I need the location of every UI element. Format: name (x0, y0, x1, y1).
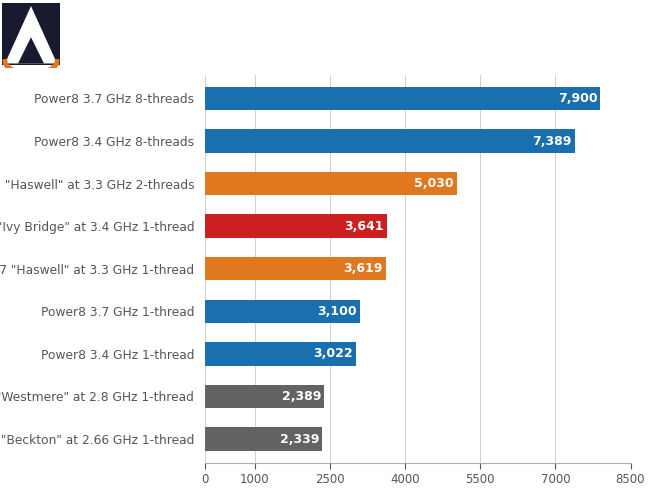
Text: 2,389: 2,389 (282, 390, 321, 403)
Bar (205, 214, 387, 238)
Text: LZMA per core Performance: Decompression: LZMA per core Performance: Decompression (70, 12, 595, 32)
Bar (205, 257, 386, 280)
Bar (205, 172, 457, 196)
Text: 2,339: 2,339 (280, 432, 319, 446)
Text: 7,389: 7,389 (532, 134, 572, 147)
Bar (205, 130, 575, 152)
Bar (205, 300, 360, 323)
Bar (205, 385, 324, 408)
Text: MIPS, Higher Is Better: MIPS, Higher Is Better (70, 42, 237, 57)
Text: 5,030: 5,030 (414, 177, 454, 190)
Text: 7,900: 7,900 (558, 92, 597, 105)
Bar (205, 428, 322, 451)
FancyBboxPatch shape (2, 3, 60, 66)
Polygon shape (5, 6, 57, 64)
Polygon shape (18, 38, 44, 64)
Text: 3,100: 3,100 (317, 305, 357, 318)
Text: 3,619: 3,619 (344, 262, 383, 275)
Bar (205, 342, 356, 365)
Bar (205, 86, 601, 110)
Text: 3,641: 3,641 (344, 220, 384, 232)
Text: 3,022: 3,022 (313, 348, 353, 360)
